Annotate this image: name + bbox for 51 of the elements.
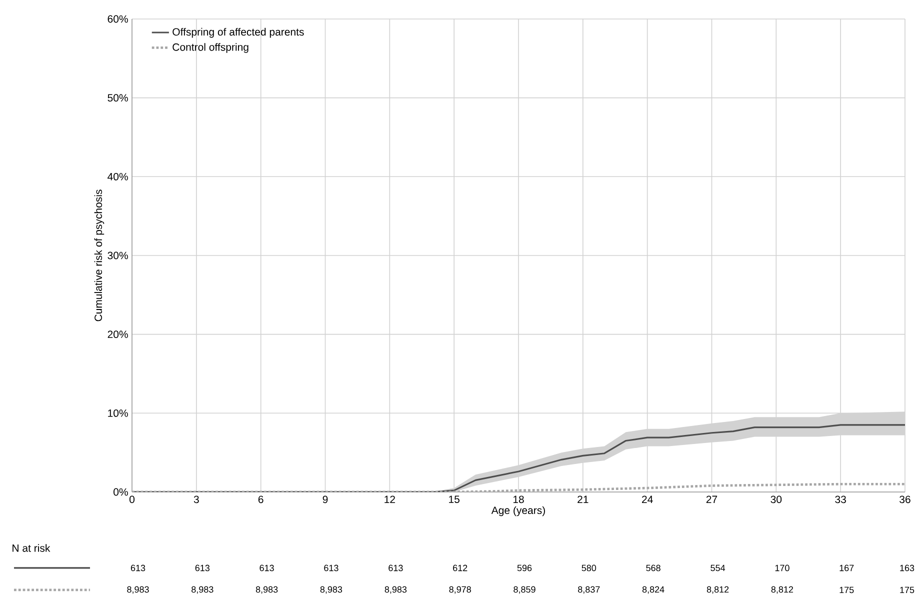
text: 596 [517,564,532,572]
x-tick-label: 6 [258,496,264,504]
x-tick-label: 30 [770,496,782,504]
text: 613 [130,564,146,572]
text: N at risk [12,544,50,552]
text: 612 [453,564,468,572]
x-tick-label: 3 [194,496,199,504]
legend-label: Control offspring [172,43,248,53]
x-tick-label: 9 [322,496,328,504]
x-axis-title: Age (years) [491,506,545,516]
text: 8,837 [578,586,600,594]
text: 167 [840,564,854,572]
text: 613 [324,564,338,572]
y-tick-label: 40% [108,172,128,180]
text: 8,978 [449,586,471,594]
x-tick-label: 12 [384,496,395,504]
x-tick-label: 36 [900,496,910,504]
text: 554 [710,564,726,572]
text: 175 [840,586,854,594]
y-tick-label: 50% [108,94,128,102]
text: 8,983 [320,586,342,594]
x-tick-label: 24 [642,496,653,504]
y-tick-label: 20% [108,330,128,338]
text: 8,983 [256,586,278,594]
text: 170 [775,564,790,572]
x-tick-label: 21 [578,496,588,504]
x-tick-label: 18 [513,496,524,504]
y-tick-label: 0% [114,488,128,496]
y-tick-label: 30% [108,252,128,260]
x-tick-label: 27 [706,496,718,504]
text: 8,983 [127,586,149,594]
x-tick-label: 15 [449,496,460,504]
text: 8,812 [706,586,729,594]
text: 8,859 [514,586,536,594]
y-tick-label: 60% [108,15,128,23]
text: 580 [582,564,596,572]
text: 613 [195,564,210,572]
text: 8,983 [384,586,407,594]
text: 8,983 [192,586,214,594]
x-tick-label: 33 [835,496,846,504]
text: 613 [260,564,274,572]
y-axis-title: Cumulative risk of psychosis [94,190,104,322]
text: 8,824 [642,586,664,594]
y-tick-label: 10% [108,409,128,417]
legend-label: Offspring of affected parents [172,28,304,38]
text: 175 [900,586,914,594]
x-tick-label: 0 [129,496,135,504]
text: 8,812 [771,586,793,594]
text: 613 [388,564,403,572]
text: 568 [646,564,660,572]
text: 163 [900,564,914,572]
